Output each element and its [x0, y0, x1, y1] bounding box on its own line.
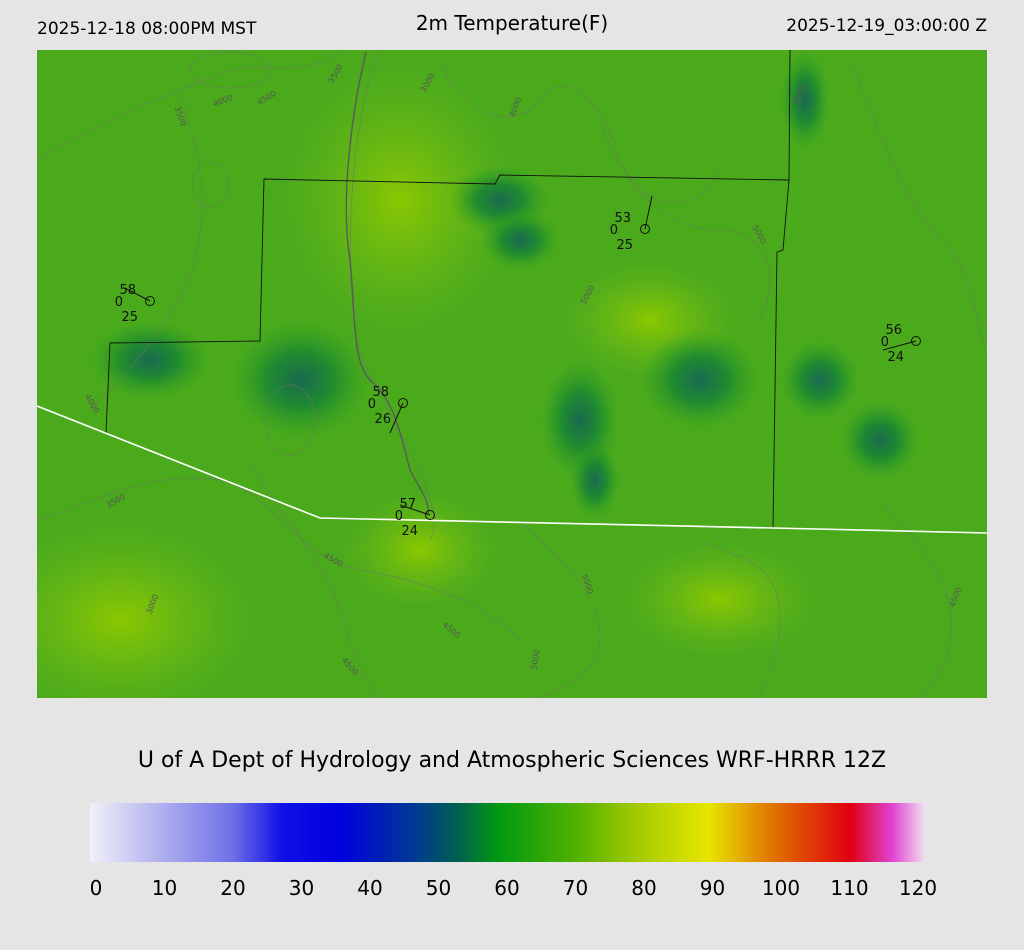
colorbar-tick-label: 70 — [563, 876, 588, 900]
contour — [264, 384, 316, 456]
contour — [699, 539, 781, 698]
boundary — [105, 174, 790, 529]
dewpoint: 25 — [616, 238, 633, 253]
contour — [37, 51, 341, 161]
shade — [640, 330, 760, 430]
shade — [280, 60, 520, 340]
colorbar-tick-label: 0 — [90, 876, 103, 900]
contour — [849, 59, 987, 361]
shade — [620, 540, 820, 660]
colorbar-tick-label: 90 — [700, 876, 725, 900]
contour — [249, 459, 381, 698]
colorbar-tick-label: 110 — [830, 876, 868, 900]
wind-speed: 0 — [115, 295, 123, 310]
shade — [37, 520, 260, 698]
contour — [599, 119, 771, 321]
title: 2m Temperature(F) — [416, 11, 608, 35]
dewpoint: 25 — [121, 310, 138, 325]
colorbar-ticks: 0 10 20 30 40 50 60 70 80 90 100 110 120 — [90, 876, 937, 900]
colorbar-tick-label: 10 — [152, 876, 177, 900]
shade — [480, 210, 560, 270]
shade — [780, 50, 830, 150]
wind-barb — [399, 504, 431, 516]
shade — [90, 320, 210, 400]
colorbar-tick-label: 80 — [631, 876, 656, 900]
colorbar-tick-label: 50 — [426, 876, 451, 900]
shade — [570, 440, 620, 520]
dewpoint: 26 — [374, 412, 391, 427]
utc-time: 2025-12-19_03:00:00 Z — [786, 16, 987, 36]
station-circle — [425, 510, 435, 520]
wind-speed: 0 — [610, 223, 618, 238]
wind-speed: 0 — [881, 335, 889, 350]
colorbar-tick-label: 30 — [289, 876, 314, 900]
station-circle — [911, 336, 921, 346]
colorbar — [90, 803, 925, 862]
wind-speed: 0 — [395, 509, 403, 524]
dewpoint: 24 — [887, 350, 904, 365]
wind-speed: 0 — [368, 397, 376, 412]
colorbar-tick-label: 120 — [899, 876, 937, 900]
contour — [191, 162, 229, 208]
station-circle — [640, 224, 650, 234]
colorbar-tick-label: 40 — [357, 876, 382, 900]
river — [345, 51, 429, 516]
boundaries — [105, 50, 791, 529]
contour — [439, 59, 721, 204]
shade — [780, 340, 860, 420]
border — [37, 405, 987, 534]
station-circle — [145, 296, 155, 306]
temperature: 53 — [614, 211, 631, 226]
shade — [230, 320, 370, 440]
contour — [189, 51, 271, 89]
colorbar-tick-label: 20 — [220, 876, 245, 900]
contour — [89, 94, 203, 411]
shade — [840, 400, 920, 480]
temperature: 56 — [885, 323, 902, 338]
colorbar-tick-label: 100 — [762, 876, 800, 900]
colorbar-tick-label: 60 — [494, 876, 519, 900]
contour — [519, 519, 601, 698]
local-time: 2025-12-18 08:00PM MST — [37, 19, 257, 39]
contour — [37, 477, 521, 641]
contour — [349, 50, 435, 541]
wind-barb — [644, 195, 653, 230]
credit: U of A Dept of Hydrology and Atmospheric… — [138, 748, 886, 773]
contour-label: 5000 — [529, 649, 541, 671]
temperature: 58 — [372, 385, 389, 400]
temperature: 58 — [119, 283, 136, 298]
boundary — [788, 50, 791, 181]
wind-barb — [389, 402, 404, 434]
shade — [340, 490, 500, 610]
dewpoint: 24 — [401, 524, 418, 539]
station-circle — [398, 398, 408, 408]
temperature: 57 — [399, 497, 416, 512]
wind-barb — [882, 340, 917, 351]
